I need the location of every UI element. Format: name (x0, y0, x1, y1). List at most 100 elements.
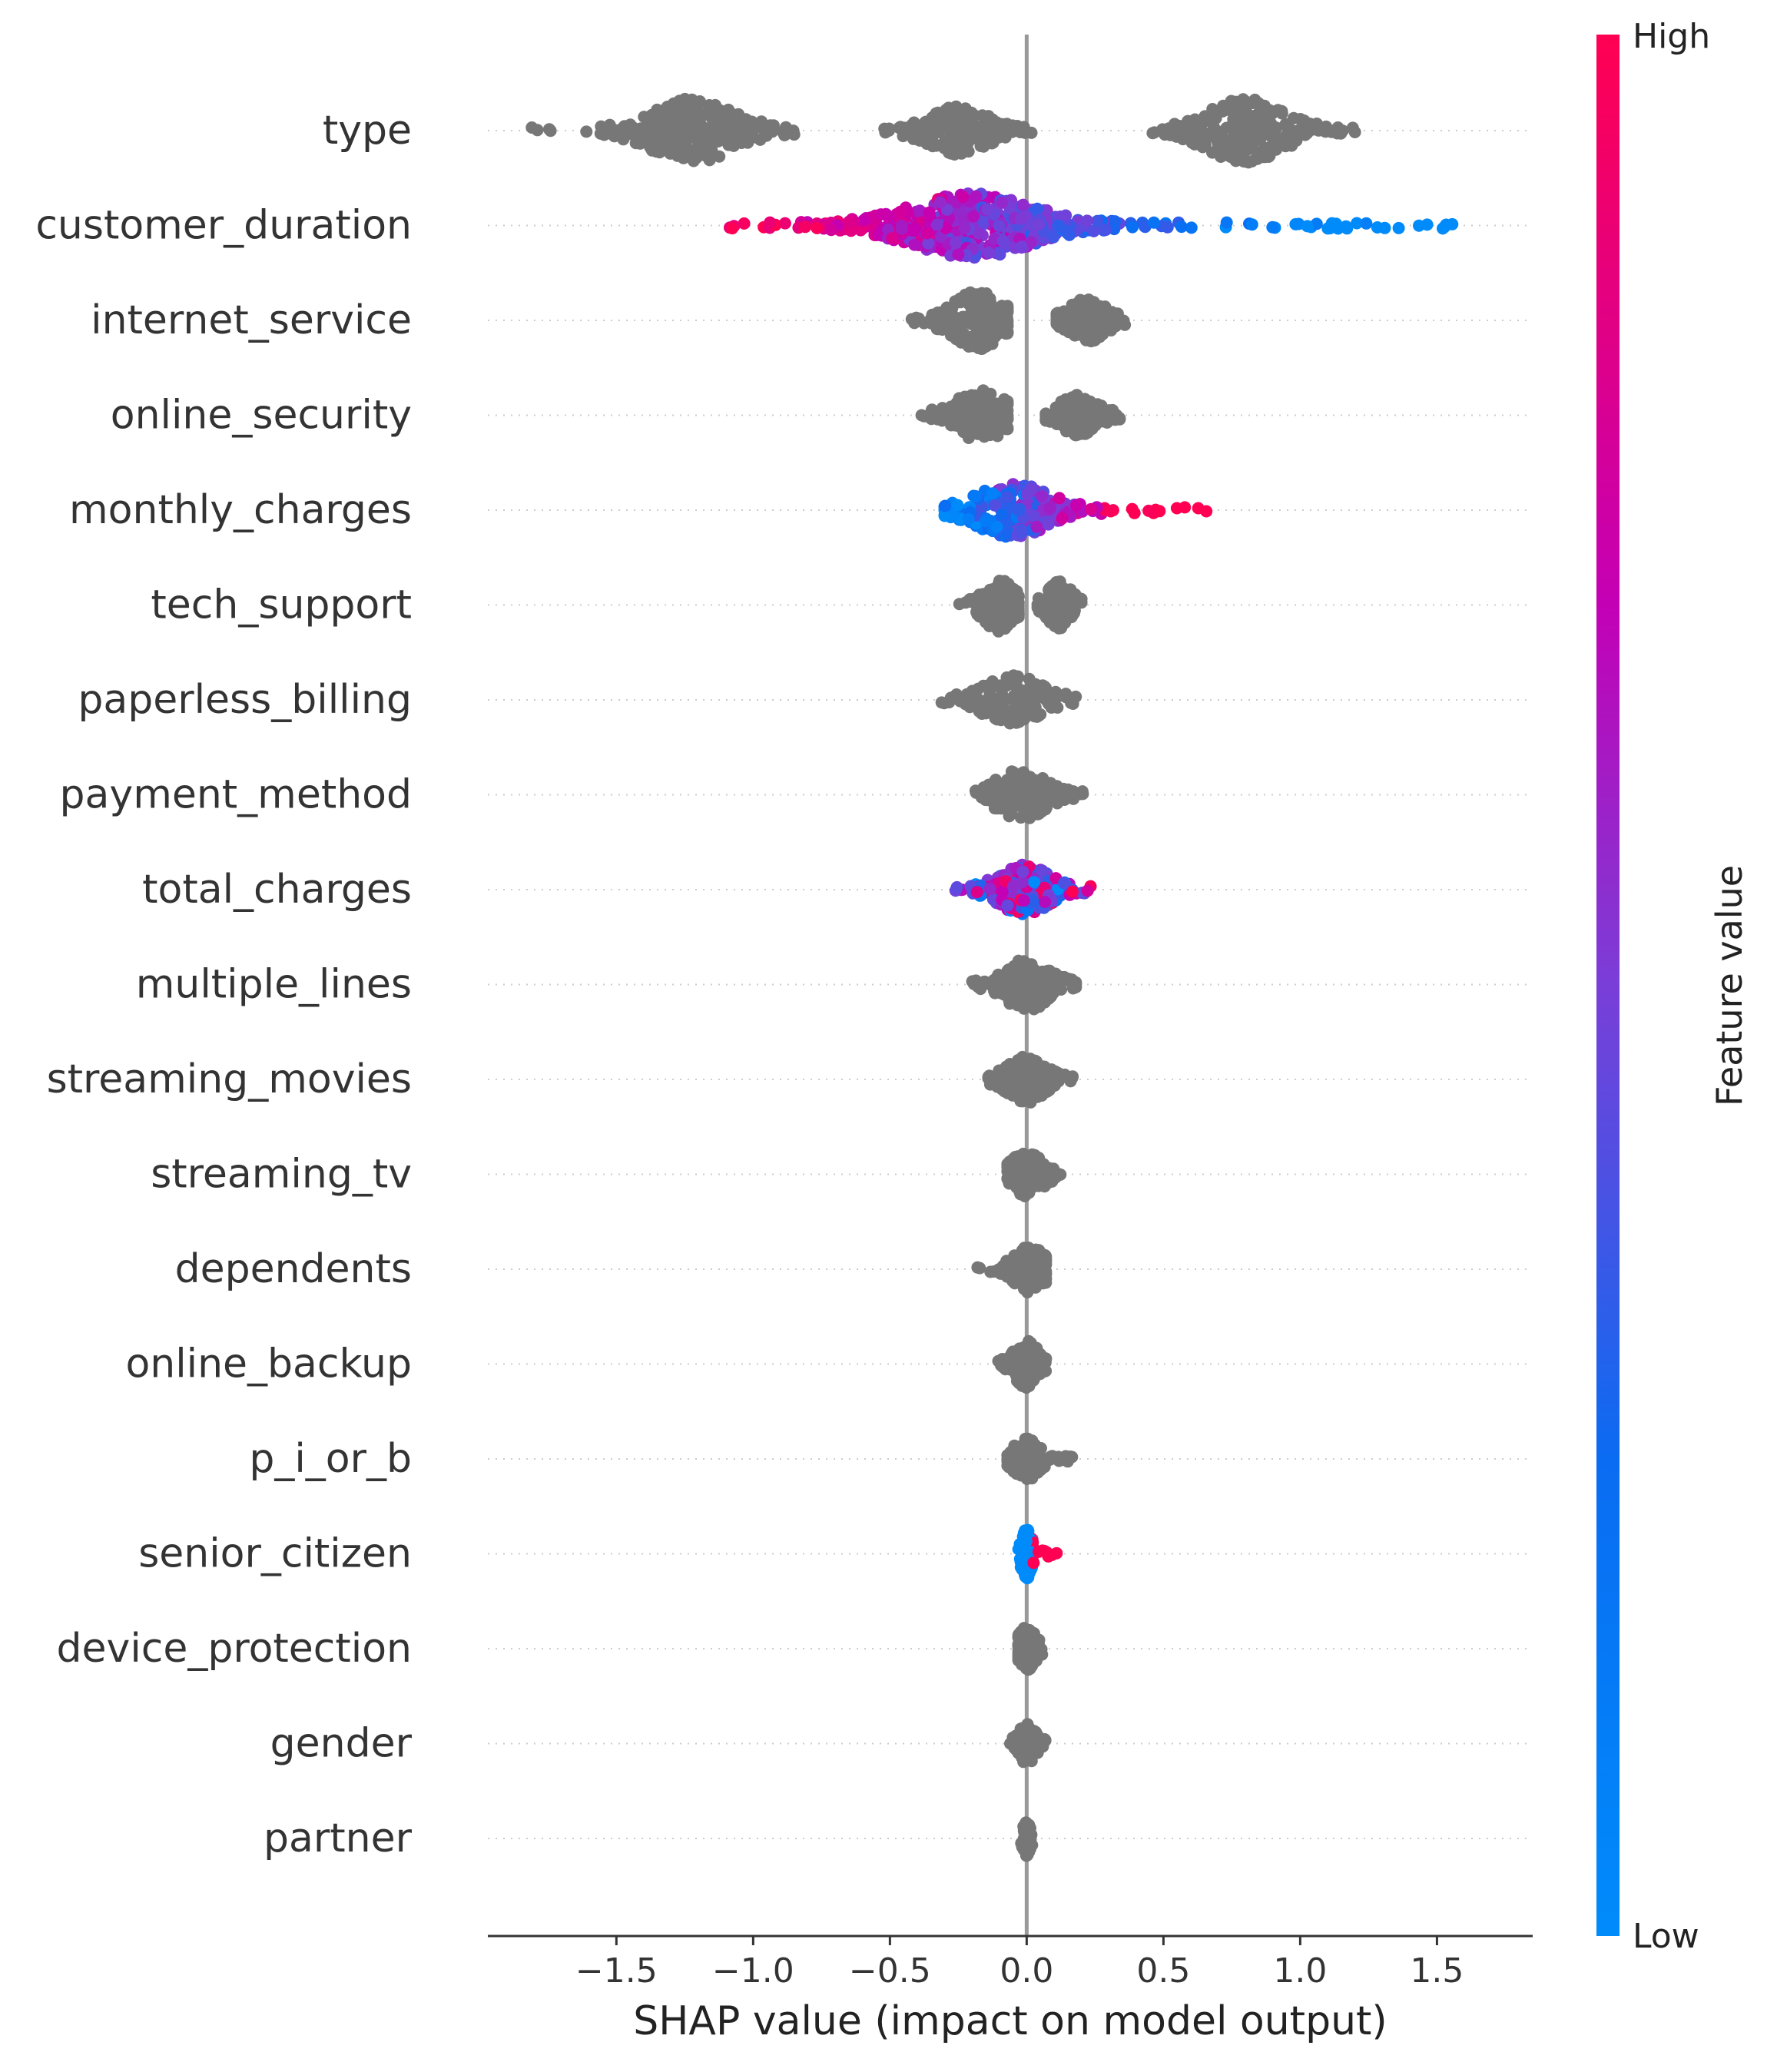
shap-point (984, 387, 997, 400)
beeswarm-points (525, 92, 1459, 1862)
shap-point (1360, 217, 1373, 230)
shap-point (1162, 122, 1175, 135)
feature-label: streaming_tv (151, 1152, 412, 1198)
feature-label: dependents (175, 1246, 412, 1292)
shap-point (1016, 876, 1029, 889)
feature-label: gender (270, 1721, 413, 1767)
shap-point (944, 691, 957, 704)
shap-point (1270, 143, 1282, 156)
shap-point (1228, 148, 1242, 161)
shap-point (661, 128, 674, 141)
shap-point (1161, 220, 1174, 234)
shap-point (1072, 428, 1084, 441)
shap-point (1281, 120, 1294, 133)
shap-point (993, 219, 1006, 232)
feature-label: device_protection (57, 1626, 412, 1672)
shap-point (1032, 1346, 1045, 1359)
shap-point (1020, 804, 1033, 817)
feature-label: tech_support (151, 582, 412, 628)
shap-point (1013, 1365, 1026, 1377)
shap-point (1034, 689, 1047, 702)
shap-point (1024, 1162, 1037, 1175)
shap-point (956, 107, 969, 120)
shap-point (1392, 221, 1405, 234)
shap-point (1000, 602, 1013, 615)
shap-point (886, 232, 899, 245)
shap-point (1012, 1637, 1025, 1650)
shap-point (1085, 502, 1098, 516)
shap-point (594, 127, 607, 140)
shap-point (1053, 492, 1066, 505)
shap-point (1099, 306, 1111, 318)
shap-point (734, 120, 748, 133)
shap-point (1023, 1818, 1036, 1832)
shap-point (956, 291, 970, 304)
shap-point (996, 508, 1009, 521)
shap-point (843, 215, 856, 228)
shap-point (1008, 703, 1021, 716)
shap-point (1052, 219, 1065, 232)
feature-label: streaming_movies (47, 1056, 412, 1102)
shap-point (1016, 1537, 1029, 1550)
shap-point (1018, 699, 1031, 712)
shap-point (1056, 512, 1069, 525)
shap-point (963, 423, 975, 436)
colorbar-low-label: Low (1633, 1917, 1699, 1956)
shap-point (1029, 803, 1043, 816)
shap-point (1066, 885, 1079, 898)
x-axis-title: SHAP value (impact on model output) (633, 1998, 1387, 2044)
x-axis: −1.5 −1.0 −0.5 0.0 0.5 1.0 1.5 (488, 1934, 1533, 1991)
shap-point (1027, 793, 1039, 806)
feature-label: partner (264, 1815, 413, 1861)
shap-point (893, 205, 907, 218)
shap-point (690, 132, 703, 145)
shap-point (908, 317, 921, 330)
shap-point (993, 248, 1006, 261)
x-tick-label: 0.5 (1136, 1951, 1190, 1991)
shap-point (1023, 1347, 1036, 1360)
shap-point (1146, 127, 1159, 140)
shap-point (1215, 148, 1228, 161)
shap-point (1008, 778, 1021, 791)
shap-point (1001, 1158, 1014, 1170)
shap-point (677, 151, 690, 164)
shap-point (1028, 510, 1041, 523)
shap-point (1033, 1545, 1045, 1558)
shap-point (1192, 502, 1205, 515)
shap-point (988, 499, 1001, 512)
shap-point (1023, 1089, 1036, 1102)
shap-point (965, 595, 978, 608)
shap-point (996, 885, 1009, 898)
shap-point (1206, 103, 1219, 115)
shap-point (994, 986, 1007, 1000)
shap-point (1069, 326, 1082, 339)
shap-point (1010, 1729, 1023, 1742)
shap-point (1039, 597, 1051, 610)
shap-point (1019, 1063, 1032, 1076)
shap-point (1348, 126, 1361, 138)
shap-point (1330, 217, 1342, 230)
shap-point (1099, 224, 1112, 237)
colorbar: High Low Feature value (1596, 17, 1750, 1956)
shap-point (857, 214, 870, 227)
shap-point (973, 1261, 986, 1275)
shap-point (1020, 687, 1033, 699)
shap-point (1091, 214, 1104, 227)
shap-point (525, 121, 539, 134)
shap-point (580, 125, 593, 138)
shap-point (738, 217, 751, 230)
shap-point (747, 124, 760, 137)
shap-point (972, 227, 985, 240)
shap-point (1298, 114, 1311, 127)
shap-point (999, 237, 1012, 250)
shap-point (1371, 221, 1384, 234)
shap-point (1087, 224, 1100, 237)
shap-point (942, 134, 955, 147)
shap-point (722, 103, 735, 116)
shap-point (1173, 121, 1186, 134)
shap-point (710, 102, 723, 115)
shap-point (988, 695, 1001, 708)
shap-point (1091, 408, 1103, 421)
shap-point (1021, 1460, 1034, 1473)
shap-point (714, 111, 728, 124)
